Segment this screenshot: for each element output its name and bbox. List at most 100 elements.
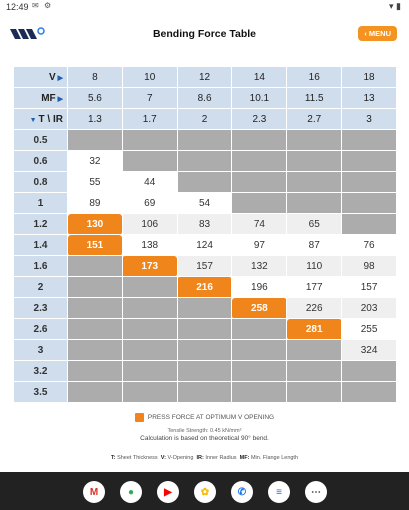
force-cell bbox=[286, 171, 343, 193]
force-cell bbox=[231, 381, 288, 403]
force-cell: 44 bbox=[121, 171, 178, 193]
abbreviation-key: T: bbox=[110, 455, 118, 461]
force-cell bbox=[121, 339, 178, 361]
header-cell: 8 bbox=[67, 66, 123, 88]
bending-force-table: V ▶ 8 10 12 14 16 18 MF ▶ 5.6 7 8.6 10.1 11.5 13 ▼ T \… bbox=[13, 66, 397, 403]
force-cell: 196 bbox=[231, 276, 288, 298]
thickness-cell: 1.4 bbox=[13, 234, 68, 256]
app-dock: M ● ▶ ✿ ✆ ≡ ⋯ bbox=[0, 472, 409, 510]
table-row: 3.5 bbox=[13, 381, 397, 403]
play-arrow-icon: ▶ bbox=[55, 95, 63, 103]
chevron-left-icon: ‹ bbox=[364, 29, 369, 38]
abbreviation-item: V: V-Opening bbox=[161, 455, 197, 461]
force-cell bbox=[286, 339, 343, 361]
force-cell bbox=[341, 213, 397, 235]
status-bar: 12:49 ✉ ⚙ ▾ ▮ bbox=[0, 0, 409, 14]
force-cell bbox=[286, 192, 343, 214]
force-cell: 138 bbox=[121, 234, 178, 256]
phone-app-icon[interactable]: ✆ bbox=[231, 481, 253, 503]
optimum-force-cell: 151 bbox=[67, 234, 123, 256]
header-cell: 14 bbox=[231, 66, 288, 88]
gmail-app-icon[interactable]: M bbox=[83, 481, 105, 503]
force-cell bbox=[121, 129, 178, 151]
table-row: 2.3 258 226 203 bbox=[13, 297, 397, 319]
force-cell: 87 bbox=[286, 234, 343, 256]
table-row: 1 89 69 54 bbox=[13, 192, 397, 214]
force-cell bbox=[176, 339, 233, 361]
header-cell: 3 bbox=[341, 108, 397, 130]
sort-down-icon: ▼ bbox=[29, 116, 39, 124]
messages-app-icon[interactable]: ≡ bbox=[268, 481, 290, 503]
abbreviation-item: MF: Min. Flange Length bbox=[240, 455, 298, 461]
force-cell bbox=[176, 150, 233, 172]
youtube-app-icon[interactable]: ▶ bbox=[157, 481, 179, 503]
force-cell bbox=[176, 129, 233, 151]
header-row: MF ▶ 5.6 7 8.6 10.1 11.5 13 bbox=[13, 87, 397, 109]
table-row: 3 324 bbox=[13, 339, 397, 361]
force-cell: 324 bbox=[341, 339, 397, 361]
thickness-cell: 1.6 bbox=[13, 255, 68, 277]
force-cell bbox=[341, 381, 397, 403]
abbreviation-key: MF: bbox=[239, 455, 251, 461]
force-cell: 89 bbox=[67, 192, 123, 214]
force-cell bbox=[121, 297, 178, 319]
header-label-text: V bbox=[49, 71, 56, 83]
force-cell: 54 bbox=[176, 192, 233, 214]
force-cell bbox=[67, 276, 123, 298]
header-cell: 10 bbox=[121, 66, 178, 88]
force-cell bbox=[341, 150, 397, 172]
chrome-app-icon[interactable]: ● bbox=[120, 481, 142, 503]
app-drawer-icon[interactable]: ⋯ bbox=[305, 481, 327, 503]
force-cell bbox=[121, 276, 178, 298]
force-cell bbox=[286, 360, 343, 382]
force-cell bbox=[286, 129, 343, 151]
force-cell bbox=[67, 129, 123, 151]
abbreviation-text: Sheet Thickness bbox=[117, 455, 158, 461]
force-cell bbox=[176, 381, 233, 403]
thickness-cell: 2.6 bbox=[13, 318, 68, 340]
orange-swatch bbox=[134, 413, 144, 422]
brand-logo-icon bbox=[10, 27, 45, 39]
table-row: 1.6 173 157 132 110 98 bbox=[13, 255, 397, 277]
legend: PRESS FORCE AT OPTIMUM V OPENING Tensile… bbox=[0, 413, 409, 442]
force-cell: 132 bbox=[231, 255, 288, 277]
force-cell: 106 bbox=[121, 213, 178, 235]
menu-button[interactable]: ‹ MENU bbox=[358, 26, 397, 41]
abbreviation-text: V-Opening bbox=[167, 455, 194, 461]
status-time: 12:49 bbox=[6, 2, 29, 12]
header-label: ▼ T \ IR bbox=[13, 108, 68, 130]
force-cell bbox=[231, 318, 288, 340]
table-row: 2.6 281 255 bbox=[13, 318, 397, 340]
force-cell: 97 bbox=[231, 234, 288, 256]
header-cell: 2.3 bbox=[231, 108, 288, 130]
header-cell: 2 bbox=[176, 108, 233, 130]
force-cell: 157 bbox=[341, 276, 397, 298]
force-cell bbox=[121, 150, 178, 172]
tensile-strength: Tensile Strength: 0.45 kN/mm² bbox=[167, 428, 242, 434]
menu-button-label: MENU bbox=[368, 29, 391, 38]
force-cell bbox=[176, 297, 233, 319]
header-cell: 10.1 bbox=[231, 87, 288, 109]
force-cell bbox=[121, 360, 178, 382]
thickness-cell: 3.2 bbox=[13, 360, 68, 382]
thickness-cell: 0.5 bbox=[13, 129, 68, 151]
force-cell bbox=[176, 171, 233, 193]
force-cell: 110 bbox=[286, 255, 343, 277]
abbreviation-key: IR: bbox=[196, 455, 206, 461]
header-cell: 12 bbox=[176, 66, 233, 88]
table-row: 1.4 151 138 124 97 87 76 bbox=[13, 234, 397, 256]
force-cell bbox=[121, 381, 178, 403]
thickness-cell: 1 bbox=[13, 192, 68, 214]
gmail-notification-icon: ✉ bbox=[32, 1, 39, 10]
app-bar: Bending Force Table ‹ MENU bbox=[0, 14, 409, 54]
force-cell bbox=[341, 360, 397, 382]
thickness-cell: 0.8 bbox=[13, 171, 68, 193]
photos-app-icon[interactable]: ✿ bbox=[194, 481, 216, 503]
table-row: 2 216 196 177 157 bbox=[13, 276, 397, 298]
force-cell bbox=[341, 171, 397, 193]
table-row: 0.5 bbox=[13, 129, 397, 151]
header-cell: 8.6 bbox=[176, 87, 233, 109]
wifi-battery-icons: ▾ ▮ bbox=[389, 1, 401, 11]
force-cell: 69 bbox=[121, 192, 178, 214]
force-cell: 124 bbox=[176, 234, 233, 256]
